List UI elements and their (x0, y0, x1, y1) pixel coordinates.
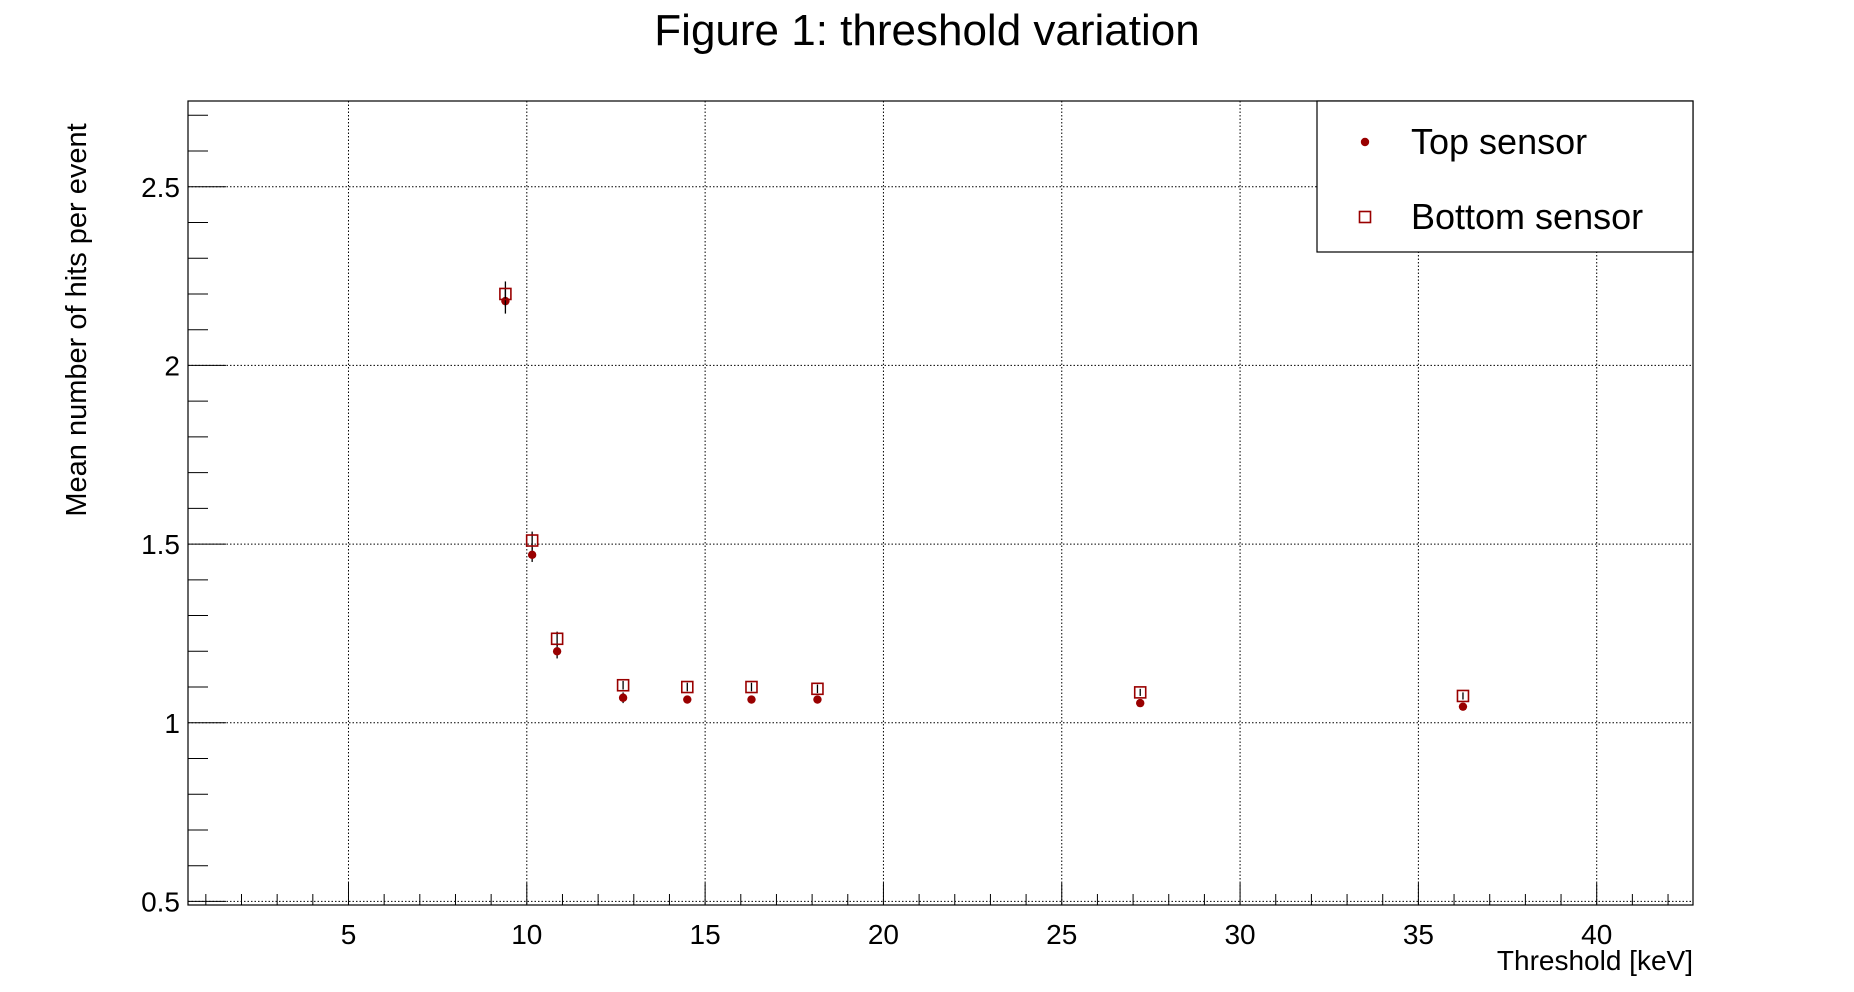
data-point-circle (552, 647, 562, 656)
x-tick-label: 15 (690, 919, 721, 950)
y-tick-label: 1 (164, 708, 180, 739)
x-tick-label: 10 (511, 919, 542, 950)
data-point-square (499, 287, 512, 301)
data-point-square (616, 678, 630, 692)
y-tick-label: 2 (164, 350, 180, 381)
data-point-circle (1136, 698, 1145, 708)
legend-marker-circle (1360, 137, 1370, 147)
x-tick-label: 35 (1403, 919, 1434, 950)
x-tick-label: 40 (1581, 919, 1612, 950)
legend-label: Top sensor (1411, 121, 1587, 162)
data-point-square (1133, 686, 1147, 699)
data-point-square (811, 682, 824, 696)
data-point-square (745, 680, 758, 694)
data-point-circle (683, 695, 692, 704)
data-point-square (550, 632, 564, 646)
data-point-square (525, 534, 539, 547)
data-point-square (1456, 689, 1470, 703)
frame-layer (187, 100, 1694, 906)
y-tick-label: 0.5 (141, 886, 180, 917)
chart-title: Figure 1: threshold variation (654, 6, 1199, 55)
plot-frame (187, 100, 1694, 906)
series-top-sensor (501, 288, 1468, 711)
x-tick-label: 30 (1224, 919, 1255, 950)
x-tick-label: 5 (341, 919, 357, 950)
data-point-circle (813, 695, 822, 704)
x-tick-label: 25 (1046, 919, 1077, 950)
data-layer (499, 281, 1470, 711)
data-point-square (680, 680, 694, 694)
legend-box (1316, 100, 1694, 253)
data-point-circle (618, 693, 628, 702)
y-tick-label: 2.5 (141, 172, 180, 203)
x-axis-label: Threshold [keV] (1497, 945, 1693, 976)
legend-marker-square (1358, 210, 1372, 224)
y-tick-label: 1.5 (141, 529, 180, 560)
data-point-circle (527, 550, 537, 560)
tick-layer: 5 10 15 20 25 30 35 40 0.5 1 1.5 2 2.5 (141, 114, 1669, 950)
data-point-circle (1458, 702, 1468, 711)
legend: Top sensor Bottom sensor (1316, 100, 1694, 253)
x-tick-label: 20 (868, 919, 899, 950)
series-bottom-sensor (499, 281, 1470, 703)
y-axis-label: Mean number of hits per event (61, 123, 93, 516)
data-point-circle (747, 695, 756, 704)
legend-label: Bottom sensor (1411, 196, 1643, 237)
